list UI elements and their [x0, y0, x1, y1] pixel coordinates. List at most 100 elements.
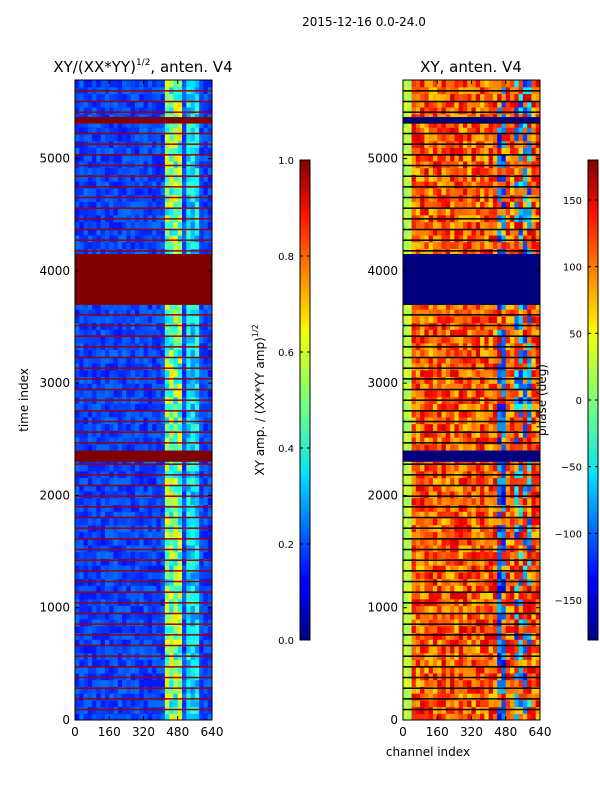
heatmap-cell [156, 228, 162, 236]
heatmap-cell [522, 517, 528, 526]
heatmap-cell [169, 686, 175, 694]
heatmap-cell [143, 645, 149, 654]
heatmap-cell [194, 356, 200, 364]
heatmap-cell [117, 558, 123, 566]
heatmap-cell [134, 679, 140, 687]
heatmap-cell [75, 369, 80, 378]
heatmap-cell [194, 612, 200, 620]
heatmap-cell [190, 430, 196, 438]
heatmap-cell [122, 645, 127, 654]
heatmap-cell [87, 693, 93, 701]
heatmap-cell [113, 531, 119, 539]
heatmap-cell [117, 464, 123, 472]
heatmap-cell [462, 699, 468, 708]
heatmap-cell [531, 376, 537, 384]
heatmap-cell [79, 693, 85, 701]
heatmap-cell [109, 659, 115, 667]
heatmap-cell [190, 403, 196, 411]
heatmap-cell [87, 336, 93, 344]
heatmap-cell [173, 699, 179, 708]
heatmap-cell [510, 443, 515, 452]
heatmap-cell [139, 154, 145, 162]
heatmap-cell [164, 201, 170, 209]
heatmap-cell [514, 511, 520, 519]
heatmap-cell [420, 437, 426, 445]
heatmap-cell [79, 376, 85, 384]
heatmap-cell [428, 362, 434, 371]
heatmap-cell [152, 693, 157, 701]
heatmap-cell [505, 632, 511, 640]
heatmap-cell [117, 484, 123, 492]
heatmap-cell [87, 403, 93, 411]
heatmap-cell [194, 632, 200, 640]
heatmap-cell [126, 376, 132, 384]
heatmap-cell [454, 443, 460, 452]
heatmap-cell [454, 625, 460, 634]
heatmap-cell [471, 504, 477, 512]
heatmap-cell [514, 389, 520, 398]
heatmap-cell [143, 625, 149, 634]
heatmap-cell [199, 618, 205, 627]
heatmap-cell [96, 437, 102, 445]
heatmap-cell [109, 497, 115, 506]
heatmap-cell [139, 639, 145, 647]
heatmap-cell [143, 612, 149, 620]
heatmap-cell [441, 679, 447, 687]
heatmap-cell [156, 430, 162, 438]
heatmap-cell [117, 632, 123, 640]
heatmap-cell [122, 154, 127, 162]
heatmap-cell [441, 369, 447, 378]
heatmap-cell [87, 228, 93, 236]
heatmap-cell [475, 376, 481, 384]
heatmap-cell [113, 538, 119, 546]
heatmap-cell [514, 376, 520, 384]
heatmap-cell [467, 679, 473, 687]
heatmap-cell [492, 443, 498, 452]
heatmap-cell [437, 699, 443, 708]
heatmap-cell [514, 693, 520, 701]
heatmap-cell [458, 511, 464, 519]
heatmap-cell [152, 234, 157, 243]
heatmap-cell [130, 349, 136, 357]
heatmap-cell [445, 531, 451, 539]
heatmap-cell [420, 565, 426, 573]
heatmap-cell [535, 612, 540, 620]
heatmap-cell [531, 679, 537, 687]
heatmap-cell [199, 120, 205, 128]
heatmap-cell [186, 639, 192, 647]
heatmap-cell [134, 120, 140, 128]
heatmap-cell [92, 147, 98, 155]
heatmap-cell [147, 383, 153, 391]
heatmap-cell [109, 645, 115, 654]
heatmap-cell [484, 592, 490, 600]
heatmap-cell [467, 430, 473, 438]
heatmap-cell [160, 592, 166, 600]
heatmap-cell [173, 443, 179, 452]
heatmap-cell [113, 174, 119, 182]
flag-line [75, 708, 212, 711]
heatmap-cell [113, 80, 119, 88]
heatmap-cell [83, 315, 89, 324]
heatmap-cell [510, 383, 515, 391]
heatmap-cell [203, 181, 209, 189]
heatmap-cell [445, 672, 451, 681]
heatmap-cell [177, 315, 183, 324]
heatmap-cell [177, 618, 183, 627]
heatmap-cell [471, 437, 477, 445]
heatmap-cell [182, 659, 187, 667]
heatmap-cell [450, 511, 455, 519]
heatmap-cell [109, 329, 115, 337]
heatmap-cell [122, 241, 127, 250]
heatmap-cell [104, 133, 110, 142]
heatmap-cell [190, 336, 196, 344]
heatmap-cell [92, 605, 98, 613]
heatmap-cell [488, 504, 494, 512]
heatmap-cell [79, 565, 85, 573]
heatmap-cell [450, 443, 455, 452]
heatmap-cell [462, 632, 468, 640]
heatmap-cell [424, 679, 430, 687]
heatmap-cell [403, 585, 408, 593]
heatmap-cell [199, 403, 205, 411]
heatmap-cell [169, 551, 175, 559]
heatmap-cell [177, 605, 183, 613]
